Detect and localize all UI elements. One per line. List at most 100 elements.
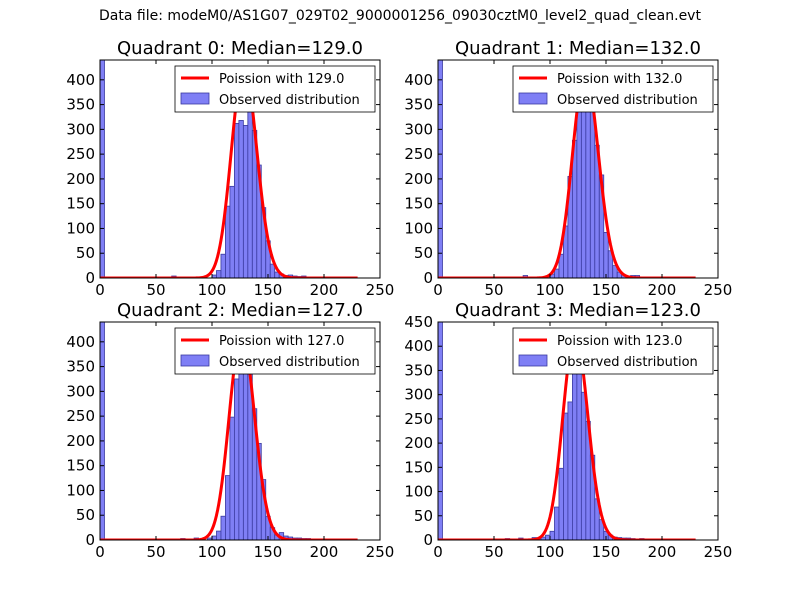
y-tick-label: 0 (85, 531, 95, 549)
poisson-curve (100, 65, 358, 278)
y-tick-label: 350 (66, 358, 95, 376)
histogram-bar (576, 346, 582, 540)
figure-title: Data file: modeM0/AS1G07_029T02_90000012… (99, 8, 701, 24)
legend-label-poisson: Poission with 129.0 (219, 72, 344, 87)
x-tick-label: 0 (433, 543, 443, 561)
panel-title: Quadrant 2: Median=127.0 (117, 300, 363, 321)
plot-area (438, 60, 696, 278)
x-tick-label: 250 (704, 281, 733, 299)
histogram-bar (233, 378, 240, 540)
poisson-curve (100, 332, 358, 540)
histogram-bar (100, 322, 105, 540)
histogram-bar (549, 530, 555, 540)
histogram-bar (572, 371, 578, 540)
x-tick-label: 250 (704, 543, 733, 561)
y-tick-label: 350 (404, 361, 433, 379)
histogram-bar (100, 60, 105, 278)
legend-bar-swatch (180, 92, 210, 105)
x-tick-label: 200 (310, 281, 339, 299)
legend-bar-swatch (518, 354, 548, 367)
legend: Poission with 123.0 Observed distribution (512, 327, 714, 375)
y-tick-label: 100 (66, 481, 95, 499)
histogram-bar (229, 416, 235, 540)
histogram-bar (216, 270, 222, 278)
x-tick-label: 50 (146, 543, 165, 561)
y-tick-label: 400 (404, 337, 433, 355)
poisson-curve (438, 70, 696, 278)
y-tick-label: 350 (66, 96, 95, 114)
quadrant-1-panel: 0 50 100 150 200 250 0 50 100 150 200 250 300 350 400 Q… (404, 38, 732, 299)
histogram-bar (220, 253, 226, 278)
quadrant-0-panel: 0 50 100 150 200 250 0 50 100 150 200 250 300 350 400 Q… (66, 38, 394, 299)
y-tick-label: 150 (66, 457, 95, 475)
x-tick-label: 200 (310, 543, 339, 561)
y-tick-label: 400 (404, 71, 433, 89)
axes-frame (437, 59, 719, 279)
y-tick-label: 100 (404, 483, 433, 501)
x-tick-label: 50 (146, 281, 165, 299)
histogram-bar (211, 535, 217, 540)
y-tick-label: 50 (414, 507, 433, 525)
legend: Poission with 132.0 Observed distribution (512, 65, 714, 113)
x-tick-label: 150 (592, 543, 621, 561)
legend-label-poisson: Poission with 127.0 (219, 334, 344, 349)
y-tick-label: 0 (423, 531, 433, 549)
panel-title: Quadrant 1: Median=132.0 (455, 38, 701, 59)
y-tick-label: 50 (76, 244, 95, 262)
y-tick-label: 200 (66, 170, 95, 188)
y-tick-label: 200 (404, 170, 433, 188)
histogram-bar (545, 534, 551, 540)
x-tick-label: 200 (648, 543, 677, 561)
histogram-bar (225, 475, 231, 540)
y-tick-label: 400 (66, 333, 95, 351)
panel-title: Quadrant 3: Median=123.0 (455, 300, 701, 321)
x-tick-label: 150 (592, 281, 621, 299)
legend-bar-swatch (518, 92, 548, 105)
y-tick-label: 450 (404, 313, 433, 331)
x-tick-label: 200 (648, 281, 677, 299)
legend-label-observed: Observed distribution (557, 93, 698, 108)
histogram-bar (247, 106, 253, 278)
y-tick-label: 250 (404, 145, 433, 163)
x-tick-label: 250 (366, 281, 395, 299)
histogram-bar (576, 106, 582, 278)
histogram-bar (603, 232, 609, 278)
histogram-bar (220, 515, 226, 540)
x-tick-label: 100 (536, 543, 565, 561)
quadrant-3-panel: 0 50 100 150 200 2500501001502002503003504004… (404, 300, 732, 561)
histogram-bar (438, 60, 443, 278)
histogram-bar (438, 322, 443, 540)
x-tick-label: 50 (484, 281, 503, 299)
axes-frame (437, 321, 719, 541)
y-tick-label: 200 (404, 434, 433, 452)
histogram-bar (225, 205, 231, 278)
y-tick-label: 250 (66, 145, 95, 163)
x-tick-label: 150 (254, 543, 283, 561)
y-tick-label: 400 (66, 71, 95, 89)
y-tick-label: 150 (404, 458, 433, 476)
y-tick-label: 300 (66, 120, 95, 138)
poisson-curve (438, 332, 696, 540)
legend-bar-swatch (180, 354, 210, 367)
legend-label-observed: Observed distribution (219, 355, 360, 370)
legend-label-poisson: Poission with 123.0 (557, 334, 682, 349)
histogram-bar (238, 120, 244, 278)
x-tick-label: 250 (366, 543, 395, 561)
histogram-bar (558, 467, 564, 540)
y-tick-label: 150 (66, 195, 95, 213)
y-tick-label: 50 (414, 244, 433, 262)
x-tick-label: 150 (254, 281, 283, 299)
x-tick-label: 0 (95, 281, 105, 299)
y-tick-label: 50 (76, 506, 95, 524)
y-tick-label: 250 (66, 407, 95, 425)
legend-label-observed: Observed distribution (557, 355, 698, 370)
y-tick-label: 200 (66, 432, 95, 450)
axes-frame (99, 321, 381, 541)
histogram-bar (242, 368, 249, 540)
y-tick-label: 150 (404, 195, 433, 213)
x-tick-label: 0 (433, 281, 443, 299)
y-tick-label: 250 (404, 410, 433, 428)
x-tick-label: 100 (536, 281, 565, 299)
x-tick-label: 100 (198, 543, 227, 561)
x-tick-label: 0 (95, 543, 105, 561)
